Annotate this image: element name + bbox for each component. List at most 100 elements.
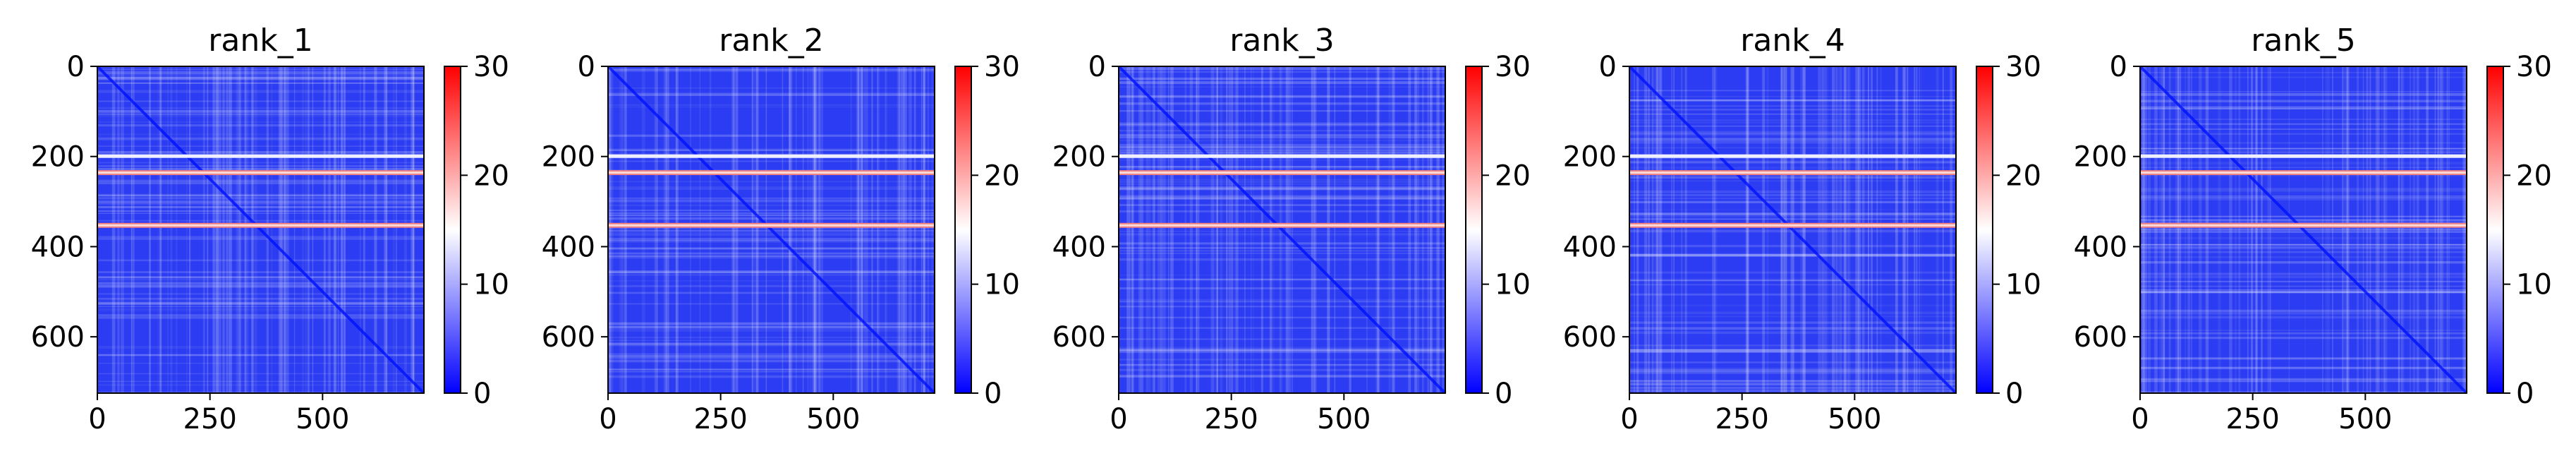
heatmap-row-stripe	[97, 83, 424, 84]
heatmap-row-stripe	[1629, 253, 1956, 256]
heatmap-column-stripe	[2148, 66, 2151, 393]
heatmap-column-stripe	[2159, 66, 2161, 393]
heatmap-column-stripe	[280, 66, 283, 393]
colorbar: 0 10 20 30	[954, 51, 1020, 410]
heatmap-column-stripe	[238, 66, 241, 393]
heatmap-column-stripe	[1146, 66, 1149, 393]
heatmap-column-stripe	[1854, 66, 1857, 393]
colorbar-tick-label: 30	[2516, 51, 2552, 83]
heatmap-band-highlight	[1629, 224, 1956, 227]
heatmap-row-stripe	[1119, 316, 1445, 319]
heatmap-column-stripe	[343, 66, 346, 393]
heatmap-column-stripe	[166, 66, 169, 393]
heatmap-column-stripe	[327, 66, 331, 393]
heatmap-row-stripe	[1629, 254, 1956, 256]
heatmap-column-stripe	[1393, 66, 1396, 393]
heatmap-row-stripe	[608, 359, 935, 363]
heatmap-column-stripe	[733, 66, 736, 393]
heatmap-row-stripe	[1119, 130, 1445, 132]
heatmap-row-stripe	[2140, 366, 2467, 370]
heatmap-row-stripe	[97, 68, 424, 70]
heatmap-column-stripe	[403, 66, 407, 393]
heatmap-row-stripe	[97, 354, 424, 356]
colorbar-tick-label: 10	[984, 269, 1020, 301]
heatmap-row-stripe	[97, 362, 424, 364]
heatmap-column-stripe	[245, 66, 249, 393]
heatmap-row-stripe	[1119, 392, 1445, 396]
heatmap-column-stripe	[1140, 66, 1144, 393]
heatmap-row-stripe	[1119, 287, 1445, 289]
heatmap-column-stripe	[1162, 66, 1166, 393]
heatmap-row-stripe	[2140, 92, 2467, 96]
heatmap-row-stripe	[97, 138, 424, 140]
heatmap-column-stripe	[1289, 66, 1291, 393]
heatmap-row-stripe	[608, 204, 935, 207]
heatmap-band-row	[1119, 154, 1445, 158]
heatmap-row-stripe	[97, 114, 424, 117]
heatmap-row-stripe	[608, 342, 935, 346]
heatmap-row-stripe	[1629, 200, 1956, 204]
heatmap-band-highlight	[97, 224, 424, 227]
heatmap-row-stripe	[97, 66, 424, 68]
heatmap-column-stripe	[2163, 66, 2165, 393]
heatmap-band-row	[1629, 154, 1956, 158]
x-tick-label: 0	[2131, 403, 2149, 435]
heatmap-row-stripe	[1119, 152, 1445, 156]
heatmap-column-stripe	[885, 66, 887, 393]
y-tick-label: 0	[578, 51, 595, 83]
heatmap-row-stripe	[608, 303, 935, 305]
heatmap-column-stripe	[203, 66, 205, 393]
heatmap-row-stripe	[2140, 215, 2467, 217]
heatmap-column-stripe	[2250, 66, 2254, 393]
heatmap-column-stripe	[1375, 66, 1379, 393]
colorbar-tick-label: 0	[984, 378, 1002, 410]
heatmap-row-stripe	[1119, 140, 1445, 142]
heatmap-row-stripe	[1629, 350, 1956, 353]
heatmap-column-stripe	[676, 66, 679, 393]
heatmap-column-stripe	[2440, 66, 2443, 393]
heatmap-row-stripe	[2140, 219, 2467, 222]
heatmap-row-stripe	[1629, 331, 1956, 335]
y-tick-label: 200	[542, 141, 595, 174]
heatmap-column-stripe	[901, 66, 905, 393]
heatmap-column-stripe	[2205, 66, 2209, 393]
heatmap-column-stripe	[1291, 66, 1294, 393]
heatmap-band-highlight	[1119, 224, 1445, 227]
heatmap-panel-4: rank_4 0 250 500 0 200 400 600 0 10 20 30	[1563, 23, 2041, 435]
heatmap-column-stripe	[905, 66, 907, 393]
heatmap-row-stripe	[2140, 243, 2467, 246]
heatmap-row-stripe	[608, 339, 935, 342]
heatmap-row-stripe	[608, 256, 935, 259]
heatmap-row-stripe	[97, 76, 424, 79]
heatmap-column-stripe	[218, 66, 221, 393]
heatmap-row-stripe	[97, 212, 424, 214]
heatmap-column-stripe	[323, 66, 326, 393]
heatmap-column-stripe	[1229, 66, 1233, 393]
heatmap-row-stripe	[2140, 312, 2467, 315]
heatmap-row-stripe	[1119, 146, 1445, 149]
heatmap-column-stripe	[341, 66, 343, 393]
heatmap-row-stripe	[1629, 279, 1956, 282]
heatmap-column-stripe	[1216, 66, 1219, 393]
heatmap-row-stripe	[2140, 285, 2467, 287]
heatmap-column-stripe	[752, 66, 753, 393]
heatmap-column-stripe	[864, 66, 865, 393]
heatmap-row-stripe	[608, 233, 935, 236]
heatmap-column-stripe	[2180, 66, 2182, 393]
heatmap-row-stripe	[2140, 246, 2467, 250]
heatmap-column-stripe	[1126, 66, 1131, 393]
heatmap-row-stripe	[608, 272, 935, 273]
heatmap-row-stripe	[1629, 99, 1956, 101]
x-tick-label: 0	[88, 403, 106, 435]
colorbar-tick-label: 30	[984, 51, 1020, 83]
heatmap-column-stripe	[239, 66, 242, 393]
heatmap-column-stripe	[897, 66, 901, 393]
heatmap-row-stripe	[1119, 359, 1445, 361]
heatmap-column-stripe	[1236, 66, 1239, 393]
heatmap-row-stripe	[608, 254, 935, 256]
heatmap-row-stripe	[2140, 315, 2467, 319]
colorbar-gradient	[1976, 66, 1993, 394]
heatmap-row-stripe	[608, 291, 935, 294]
heatmap-row-stripe	[1119, 188, 1445, 191]
